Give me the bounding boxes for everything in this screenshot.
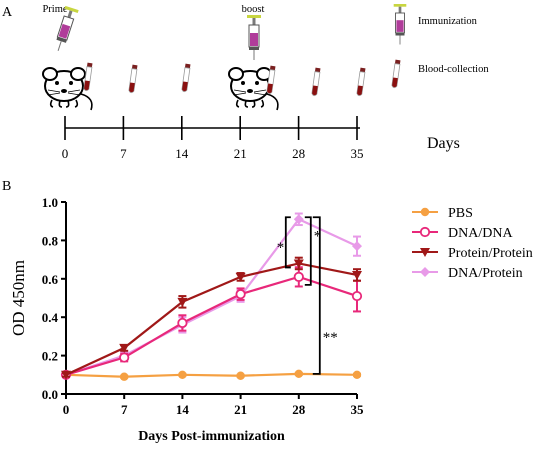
legend-label: PBS bbox=[448, 206, 473, 221]
legend-marker bbox=[420, 267, 430, 277]
data-point bbox=[235, 272, 246, 282]
legend-label: DNA/Protein bbox=[448, 266, 523, 281]
x-tick-label: 21 bbox=[234, 402, 247, 417]
syringe-icon bbox=[393, 3, 407, 45]
y-axis-label: OD 450nm bbox=[9, 260, 28, 336]
bracket bbox=[284, 216, 291, 269]
boost-label: boost bbox=[242, 4, 265, 15]
significance-brackets: **** bbox=[277, 216, 338, 375]
significance-label: * bbox=[277, 240, 285, 256]
x-tick-label: 0 bbox=[63, 402, 70, 417]
blood-collection-legend-label: Blood-collection bbox=[418, 64, 489, 75]
series-line bbox=[65, 275, 358, 376]
chart-legend: PBS DNA/DNA Protein/Protein DNA/Protein bbox=[412, 206, 533, 281]
data-point bbox=[293, 214, 304, 225]
blood-tube-icon bbox=[128, 64, 138, 94]
data-point bbox=[351, 290, 363, 302]
data-point bbox=[293, 271, 304, 282]
data-point bbox=[293, 259, 304, 269]
y-tick-label: 0.4 bbox=[42, 310, 59, 325]
significance-label: * bbox=[314, 228, 322, 244]
series-line bbox=[65, 217, 358, 376]
days-label: Days bbox=[427, 135, 460, 152]
panel-a-label: A bbox=[2, 5, 13, 20]
series-dna-dna bbox=[60, 266, 363, 380]
y-tick-label: 0.0 bbox=[42, 387, 58, 402]
legend-label: Protein/Protein bbox=[448, 246, 533, 261]
data-point bbox=[236, 371, 245, 380]
x-tick-label: 35 bbox=[351, 402, 365, 417]
data-point bbox=[177, 297, 188, 307]
x-tick-label: 14 bbox=[176, 402, 190, 417]
syringe-icon bbox=[246, 14, 262, 61]
y-tick-label: 0.6 bbox=[42, 272, 59, 287]
legend-marker bbox=[420, 248, 430, 257]
series-protein-protein bbox=[61, 256, 362, 380]
significance-label: ** bbox=[323, 330, 338, 346]
x-axis-label: Days Post-immunization bbox=[138, 429, 285, 444]
blood-tube-icon bbox=[391, 59, 401, 89]
timeline-tick-label: 28 bbox=[292, 146, 305, 161]
x-tick-label: 28 bbox=[292, 402, 306, 417]
x-tick-label: 7 bbox=[121, 402, 128, 417]
prime-label: Prime bbox=[42, 4, 67, 15]
y-tick-label: 1.0 bbox=[42, 195, 58, 210]
series-pbs bbox=[61, 369, 362, 381]
immunization-legend-label: Immunization bbox=[418, 16, 478, 27]
data-point bbox=[61, 370, 71, 380]
y-tick-label: 0.2 bbox=[42, 349, 58, 364]
timeline-tick-label: 35 bbox=[351, 146, 364, 161]
blood-tube-icon bbox=[356, 67, 366, 97]
legend-label: DNA/DNA bbox=[448, 226, 513, 241]
legend-marker bbox=[419, 226, 431, 238]
timeline-tick-label: 14 bbox=[175, 146, 189, 161]
blood-tube-icon bbox=[311, 67, 321, 97]
data-point bbox=[119, 343, 130, 353]
legend-item: PBS bbox=[412, 206, 473, 221]
panel-b-label: B bbox=[2, 179, 11, 194]
legend-item: Protein/Protein bbox=[412, 246, 533, 261]
data-point bbox=[178, 370, 187, 379]
series-line bbox=[65, 372, 358, 378]
blood-tube-icon bbox=[181, 63, 191, 93]
bracket bbox=[304, 216, 312, 286]
legend-marker bbox=[420, 207, 430, 217]
timeline-tick-label: 21 bbox=[234, 146, 247, 161]
data-point bbox=[119, 352, 130, 363]
chart: 0.0 0.2 0.4 0.6 0.8 1.0 0 7 14 21 28 35 Days Post-im… bbox=[9, 195, 364, 444]
data-point bbox=[352, 241, 362, 252]
series-line bbox=[65, 262, 358, 376]
data-point bbox=[352, 370, 362, 379]
data-point bbox=[177, 317, 188, 329]
y-tick-label: 0.8 bbox=[42, 233, 59, 248]
timeline: 0 7 14 21 28 35 bbox=[62, 116, 364, 161]
data-point bbox=[352, 270, 362, 280]
legend-item: DNA/Protein bbox=[412, 266, 523, 281]
bracket bbox=[312, 216, 321, 375]
data-point bbox=[120, 372, 129, 381]
legend-item: DNA/DNA bbox=[412, 226, 513, 241]
timeline-tick-label: 0 bbox=[62, 146, 69, 161]
data-point bbox=[294, 369, 303, 379]
timeline-tick-label: 7 bbox=[120, 146, 127, 161]
data-point bbox=[235, 289, 246, 300]
